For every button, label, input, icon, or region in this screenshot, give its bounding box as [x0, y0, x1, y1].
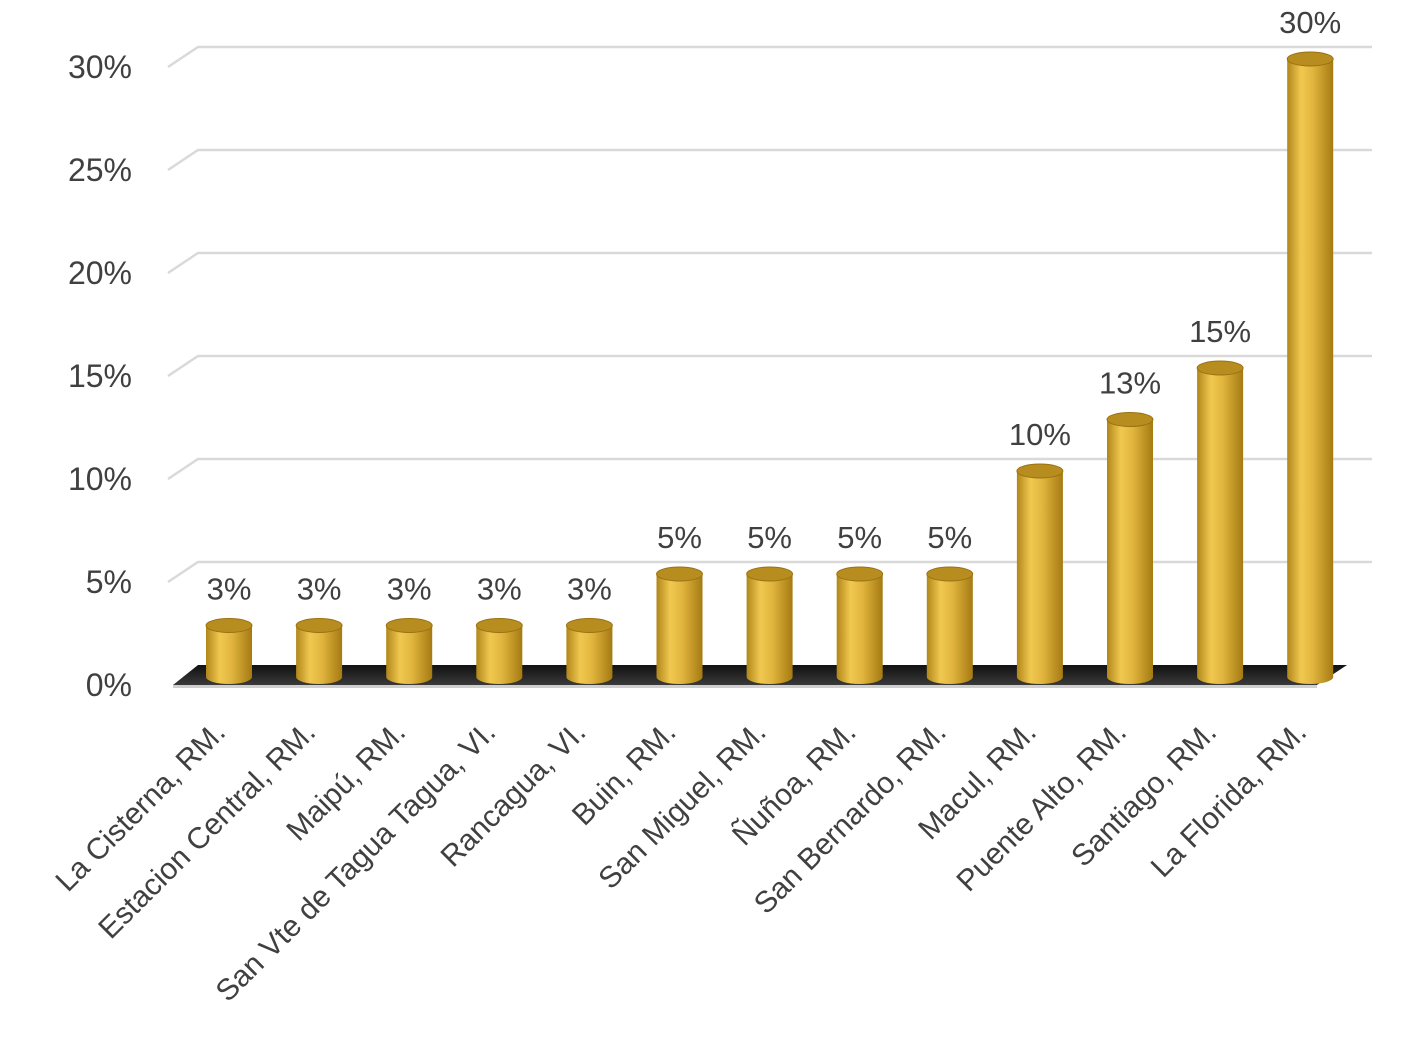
y-tick-label: 10% [68, 461, 132, 497]
x-axis-categories: La Cisterna, RM.Estacion Central, RM.Mai… [49, 715, 1313, 1008]
y-axis-ticks: 0% 5% 10% 15% 20% 25% 30% [68, 49, 132, 703]
y-tick-label: 0% [86, 667, 132, 703]
y-tick-label: 30% [68, 49, 132, 85]
y-tick-label: 15% [68, 358, 132, 394]
bar [746, 566, 794, 684]
x-category-label: Puente Alto, RM. [950, 716, 1133, 899]
y-tick-label: 5% [86, 564, 132, 600]
bar [836, 566, 884, 684]
bar [205, 618, 253, 684]
y-tick-label: 25% [68, 152, 132, 188]
grid-lines [167, 45, 1372, 584]
data-label: 10% [1009, 417, 1071, 452]
data-label: 3% [387, 572, 432, 607]
data-label: 5% [747, 520, 792, 555]
gridline [167, 457, 1372, 481]
gridline [167, 354, 1372, 378]
x-category-label: La Florida, RM. [1145, 716, 1313, 884]
bar [1106, 412, 1154, 684]
bar [1196, 360, 1244, 684]
gridline [167, 251, 1372, 275]
y-tick-label: 20% [68, 255, 132, 291]
bars [205, 51, 1334, 684]
data-labels: 3% 3% 3% 3% 3% 5% 5% 5% 5% 10% 13% 15% 30% [207, 5, 1342, 607]
data-label: 13% [1099, 366, 1161, 401]
data-label: 5% [927, 520, 972, 555]
bar [385, 618, 433, 684]
data-label: 5% [657, 520, 702, 555]
data-label: 5% [837, 520, 882, 555]
data-label: 3% [477, 572, 522, 607]
bar [565, 618, 613, 684]
bar [475, 618, 523, 684]
data-label: 30% [1279, 5, 1341, 40]
data-label: 3% [207, 572, 252, 607]
gridline [167, 148, 1372, 172]
bar [1016, 463, 1064, 684]
bar [926, 566, 974, 684]
floor-edge [173, 685, 1317, 688]
gridline [167, 560, 1372, 584]
bar [295, 618, 343, 684]
x-category-label: La Cisterna, RM. [49, 716, 231, 898]
data-label: 3% [567, 572, 612, 607]
bar [656, 566, 703, 684]
data-label: 15% [1189, 314, 1251, 349]
x-category-label: San Miguel, RM. [592, 716, 772, 896]
gridline [167, 45, 1372, 69]
bar [1286, 51, 1334, 684]
data-label: 3% [297, 572, 342, 607]
